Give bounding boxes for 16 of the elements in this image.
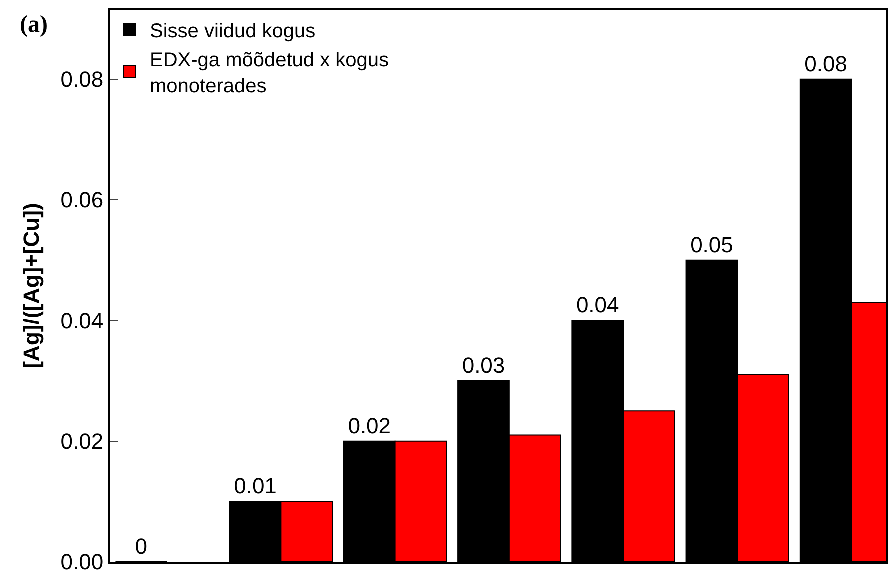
y-tick-label: 0.08 [60, 67, 104, 92]
chart-title: (a) [20, 12, 48, 38]
data-label: 0.05 [690, 232, 734, 258]
y-tick-label: 0.06 [60, 188, 104, 213]
legend-label: EDX-ga mõõdetud x kogus monoterades [150, 49, 390, 98]
y-tick-label: 0.00 [60, 550, 104, 575]
y-tick-label: 0.04 [60, 308, 104, 334]
data-label: 0.08 [804, 51, 848, 76]
data-label: 0.01 [234, 474, 277, 499]
data-label: 0.03 [462, 353, 506, 378]
y-tick-label: 0.02 [60, 429, 104, 454]
data-label: 0.02 [348, 413, 392, 438]
y-axis-title: [Ag]/([Ag]+[Cu]) [19, 203, 44, 369]
data-label: 0 [135, 534, 148, 559]
legend-label: Sisse viidud kogus [150, 20, 316, 42]
data-label: 0.04 [576, 292, 620, 318]
